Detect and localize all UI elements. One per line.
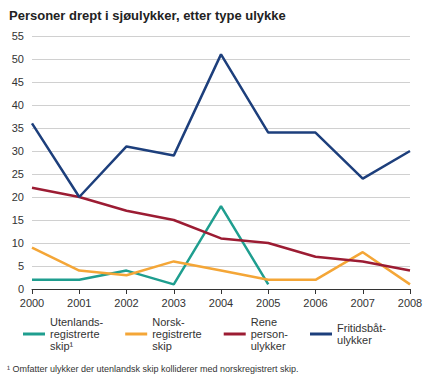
svg-text:50: 50: [12, 53, 24, 65]
svg-text:2004: 2004: [209, 297, 233, 309]
svg-text:registrerte: registrerte: [50, 328, 100, 340]
svg-text:2003: 2003: [162, 297, 186, 309]
svg-text:2007: 2007: [351, 297, 375, 309]
svg-text:10: 10: [12, 237, 24, 249]
svg-text:Norsk-: Norsk-: [152, 316, 185, 328]
svg-text:registrerte: registrerte: [152, 328, 202, 340]
svg-text:2008: 2008: [398, 297, 422, 309]
svg-text:2005: 2005: [256, 297, 280, 309]
svg-text:person-: person-: [251, 328, 289, 340]
svg-text:25: 25: [12, 168, 24, 180]
svg-text:skip¹: skip¹: [50, 340, 74, 352]
svg-text:2000: 2000: [20, 297, 44, 309]
svg-text:20: 20: [12, 191, 24, 203]
svg-text:55: 55: [12, 30, 24, 42]
svg-text:2001: 2001: [67, 297, 91, 309]
svg-text:ulykker: ulykker: [337, 334, 372, 346]
svg-text:skip: skip: [152, 340, 172, 352]
svg-text:45: 45: [12, 76, 24, 88]
svg-text:Utenlands-: Utenlands-: [50, 316, 104, 328]
svg-text:35: 35: [12, 122, 24, 134]
svg-text:5: 5: [18, 260, 24, 272]
svg-text:2002: 2002: [114, 297, 138, 309]
svg-text:30: 30: [12, 145, 24, 157]
svg-text:Rene: Rene: [251, 316, 277, 328]
svg-text:15: 15: [12, 214, 24, 226]
svg-text:Fritidsbåt-: Fritidsbåt-: [337, 322, 386, 334]
svg-text:¹ Omfatter ulykker der utenlan: ¹ Omfatter ulykker der utenlandsk skip k…: [7, 364, 299, 374]
svg-text:ulykker: ulykker: [251, 340, 286, 352]
svg-text:2006: 2006: [303, 297, 327, 309]
svg-text:0: 0: [18, 283, 24, 295]
svg-text:40: 40: [12, 99, 24, 111]
svg-text:Personer drept i sjøulykker, e: Personer drept i sjøulykker, etter type …: [9, 8, 286, 23]
